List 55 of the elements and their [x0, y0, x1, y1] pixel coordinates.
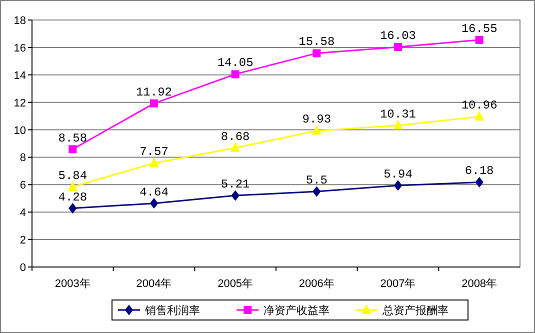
y-tick-label: 0: [20, 262, 26, 274]
data-label: 8.68: [220, 130, 250, 144]
y-tick-label: 10: [14, 124, 26, 137]
point: [150, 158, 158, 168]
point: [474, 112, 484, 121]
data-label: 9.93: [302, 112, 332, 127]
data-label: 5.94: [384, 167, 412, 182]
y-tick-label: 16: [14, 42, 26, 54]
point: [475, 177, 484, 188]
data-label: 16.03: [380, 29, 416, 44]
point: [150, 198, 158, 208]
point: [394, 43, 402, 52]
point: [394, 180, 402, 190]
legend-label: 总资产报酬率: [381, 304, 448, 317]
point: [312, 126, 322, 135]
legend-label: 净资产收益率: [264, 304, 330, 317]
y-tick-label: 12: [14, 97, 26, 110]
point: [231, 70, 240, 78]
y-tick-label: 4: [20, 207, 26, 220]
point: [68, 203, 77, 214]
y-tick-label: 14: [14, 70, 26, 82]
data-label: 10.96: [461, 98, 498, 113]
x-tick-label: 2003年: [54, 278, 90, 290]
point: [150, 99, 158, 108]
x-tick-label: 2004年: [136, 278, 172, 290]
x-tick-label: 2007年: [380, 278, 416, 290]
data-label: 8.58: [58, 131, 88, 146]
data-label: 10.31: [380, 108, 416, 122]
point: [231, 190, 240, 201]
x-tick-label: 2008年: [462, 278, 498, 290]
point: [312, 49, 321, 58]
point: [312, 186, 321, 197]
data-label: 14.05: [217, 56, 254, 70]
data-label: 16.55: [461, 22, 498, 36]
x-tick-label: 2006年: [298, 278, 334, 290]
y-tick-label: 8: [20, 152, 26, 164]
y-tick-label: 18: [14, 15, 26, 27]
point: [230, 142, 240, 152]
data-label: 7.57: [140, 145, 168, 160]
y-tick-label: 2: [20, 234, 26, 247]
data-label: 4.64: [140, 185, 168, 200]
data-label: 6.18: [464, 164, 494, 178]
data-label: 15.58: [298, 35, 335, 50]
point: [394, 120, 402, 130]
point: [475, 36, 484, 44]
y-tick-label: 6: [20, 180, 26, 192]
data-label: 5.5: [306, 174, 328, 188]
point: [68, 182, 78, 191]
data-label: 11.92: [136, 85, 172, 100]
data-label: 5.21: [220, 178, 250, 192]
data-label: 5.84: [58, 168, 88, 183]
x-tick-label: 2005年: [218, 278, 254, 290]
data-label: 4.28: [58, 190, 88, 204]
point: [68, 145, 77, 154]
legend-label: 销售利润率: [144, 304, 200, 317]
